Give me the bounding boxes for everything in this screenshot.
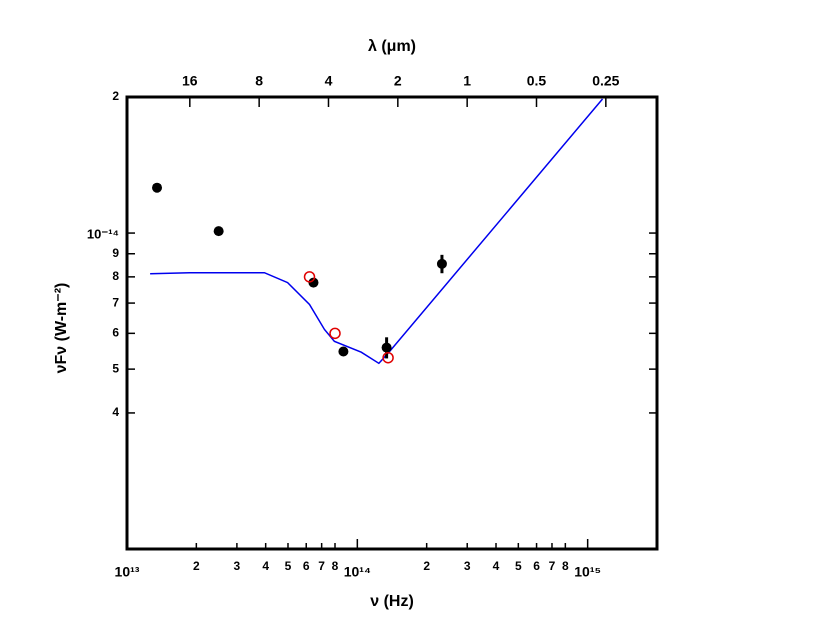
x2-axis-title: λ (μm): [368, 38, 416, 55]
x-tick-label: 2: [423, 559, 430, 573]
data-point: [338, 346, 349, 357]
y-tick-label: 2: [112, 89, 119, 103]
open-point: [303, 271, 316, 283]
data-point: [213, 226, 224, 237]
x-tick-label: 10¹⁴: [344, 564, 371, 580]
y-axis-title: νFν (W-m⁻²): [53, 283, 70, 374]
x-tick-label: 3: [464, 559, 471, 573]
x-tick-label: 5: [285, 559, 292, 573]
x-tick-label: 4: [493, 559, 500, 573]
x-tick-label: 10¹⁵: [574, 564, 601, 580]
x-tick-label: 6: [303, 559, 310, 573]
y-tick-label: 9: [112, 246, 119, 260]
x-tick-label: 3: [234, 559, 241, 573]
model-line: [150, 98, 604, 365]
x-tick-label: 2: [193, 559, 200, 573]
x-axis-title: ν (Hz): [370, 593, 414, 610]
data-point: [381, 342, 392, 353]
x-tick-label: 7: [318, 559, 325, 573]
x-tick-label: 8: [562, 559, 569, 573]
x2-tick-label: 8: [255, 73, 263, 89]
plot-frame: [125, 95, 659, 551]
x-tick-label: 8: [332, 559, 339, 573]
open-point: [382, 351, 394, 364]
x2-tick-label: 2: [394, 73, 402, 89]
x-tick-label: 4: [262, 559, 269, 573]
y-tick-label: 4: [112, 405, 119, 419]
data-point: [152, 182, 163, 193]
x2-tick-label: 16: [182, 73, 198, 89]
open-point: [329, 327, 341, 340]
x2-tick-label: 0.5: [527, 73, 547, 89]
data-point: [308, 277, 319, 288]
x-tick-label: 6: [533, 559, 540, 573]
y-tick-label: 7: [112, 295, 119, 309]
y-tick-label: 10⁻¹⁴: [87, 227, 119, 242]
y-tick-label: 8: [112, 269, 119, 283]
x-tick-label: 10¹³: [115, 564, 140, 580]
x2-tick-label: 4: [325, 73, 333, 89]
data-point: [436, 258, 447, 269]
x-tick-label: 5: [515, 559, 522, 573]
x-tick-label: 7: [549, 559, 556, 573]
y-tick-label: 6: [112, 326, 119, 340]
x2-tick-label: 0.25: [592, 73, 619, 89]
x2-tick-label: 1: [463, 73, 471, 89]
y-tick-label: 5: [112, 361, 119, 375]
